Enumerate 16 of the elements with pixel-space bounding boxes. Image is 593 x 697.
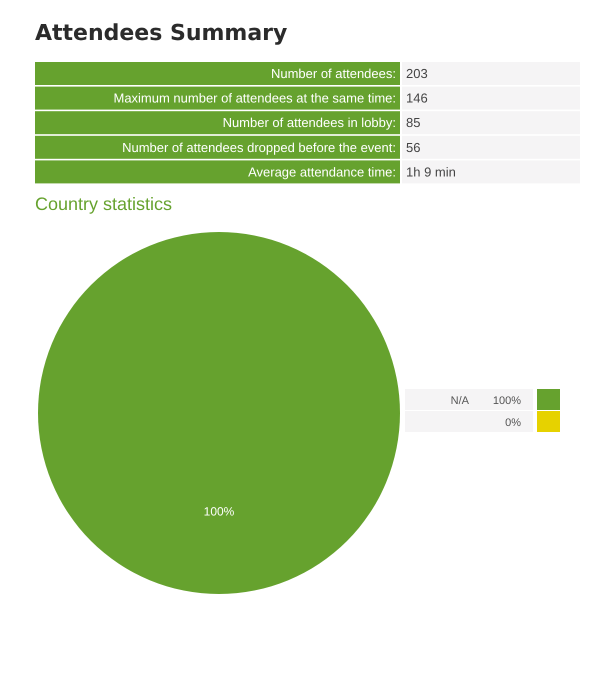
text: Average attendance time: xyxy=(248,164,396,180)
text: 146 xyxy=(406,90,428,106)
slice-label: N/A xyxy=(450,395,470,407)
text: Attendees Summary xyxy=(35,21,288,46)
text: 85 xyxy=(406,115,420,130)
text: 0% xyxy=(505,417,521,429)
text: 1h 9 min xyxy=(406,164,456,180)
text: 56 xyxy=(406,140,420,155)
text: Number of attendees dropped before the event: xyxy=(122,140,396,155)
data-label: 100% xyxy=(204,504,235,519)
text: Number of attendees in lobby: xyxy=(222,115,396,130)
text: 203 xyxy=(406,66,428,81)
chart-title: Country statistics xyxy=(35,194,172,214)
text: Maximum number of attendees at the same time: xyxy=(113,90,396,106)
text: 100% xyxy=(492,395,521,407)
text: Number of attendees: xyxy=(270,66,396,81)
